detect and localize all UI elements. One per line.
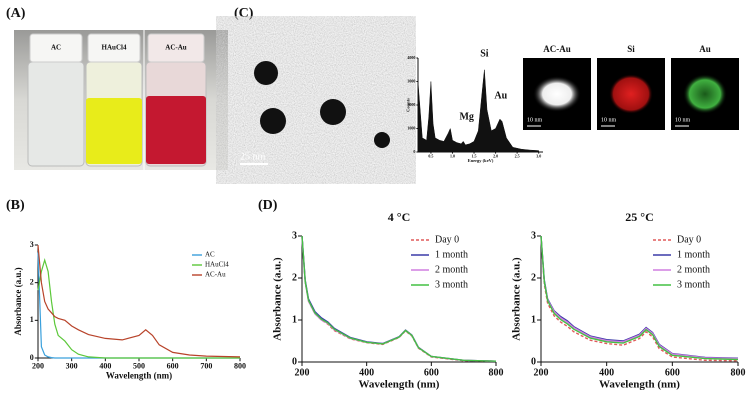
x-tick-label: 600 xyxy=(167,362,179,371)
y-tick-label: 3 xyxy=(531,230,536,241)
y-tick-label: 1 xyxy=(292,314,297,325)
panel-label: (C) xyxy=(234,6,254,21)
line-series xyxy=(37,244,241,358)
x-tick-label: 200 xyxy=(32,362,44,371)
scale-label: 10 nm xyxy=(601,117,617,123)
vial-photo xyxy=(14,30,228,170)
x-tick-label: 2.0 xyxy=(493,153,498,158)
x-axis-label: Wavelength (nm) xyxy=(599,379,680,391)
y-tick-label: 2000 xyxy=(407,102,415,107)
y-tick-label: 4000 xyxy=(407,55,415,60)
x-tick-label: 1.0 xyxy=(450,153,455,158)
spectrum xyxy=(417,69,539,153)
x-tick-label: 3.0 xyxy=(536,153,541,158)
legend-label: HAuCl4 xyxy=(205,261,229,269)
x-axis-label: Energy (keV) xyxy=(468,158,494,163)
peak-label: Si xyxy=(480,48,489,59)
y-tick-label: 0 xyxy=(292,356,297,367)
peak-label: Au xyxy=(494,91,507,102)
y-tick-label: 3000 xyxy=(407,78,415,83)
x-tick-label: 600 xyxy=(665,367,680,378)
map-label: AC-Au xyxy=(543,44,571,54)
vial-label: HAuCl4 xyxy=(102,44,127,52)
scale-label: 10 nm xyxy=(675,117,691,123)
x-tick-label: 600 xyxy=(424,367,439,378)
legend-label: Day 0 xyxy=(677,234,701,245)
legend-label: AC xyxy=(205,251,215,259)
x-tick-label: 800 xyxy=(489,367,504,378)
x-tick-label: 1.5 xyxy=(472,153,477,158)
line-series xyxy=(37,257,240,359)
x-tick-label: 500 xyxy=(133,362,145,371)
y-axis-label: Absorbance (a.u.) xyxy=(13,267,23,335)
chart-title: 25 °C xyxy=(625,210,653,224)
y-axis-label: Absorbance (a.u.) xyxy=(511,257,523,341)
x-tick-label: 700 xyxy=(200,362,212,371)
legend-label: 2 month xyxy=(677,264,710,275)
line-series xyxy=(540,235,739,361)
y-tick-label: 0 xyxy=(30,353,34,362)
y-tick-label: 3 xyxy=(292,230,297,241)
x-tick-label: 400 xyxy=(359,367,374,378)
legend-label: Day 0 xyxy=(435,234,459,245)
x-tick-label: 200 xyxy=(295,367,310,378)
x-axis-label: Wavelength (nm) xyxy=(359,379,440,391)
y-tick-label: 3 xyxy=(30,240,34,249)
scale-label: 10 nm xyxy=(527,117,543,123)
panel-label: (D) xyxy=(258,198,278,213)
x-axis-label: Wavelength (nm) xyxy=(106,370,172,380)
y-tick-label: 2 xyxy=(30,277,34,286)
panel-label: (A) xyxy=(6,6,26,21)
legend-label: AC-Au xyxy=(205,271,226,279)
line-series xyxy=(540,235,739,362)
vial-label: AC xyxy=(51,44,61,52)
line-series xyxy=(301,235,497,362)
x-tick-label: 300 xyxy=(66,362,78,371)
x-tick-label: 400 xyxy=(599,367,614,378)
mapping-images xyxy=(523,58,739,130)
legend-label: 1 month xyxy=(435,249,468,260)
peak-label: Mg xyxy=(459,112,473,123)
legend-label: 3 month xyxy=(435,279,468,290)
x-tick-label: 800 xyxy=(234,362,246,371)
y-tick-label: 1 xyxy=(531,314,536,325)
y-tick-label: 0 xyxy=(413,149,415,154)
map-label: Au xyxy=(699,44,711,54)
y-axis-label: Counts xyxy=(405,98,410,112)
legend-label: 1 month xyxy=(677,249,710,260)
map-label: Si xyxy=(627,44,635,54)
vial-label: AC-Au xyxy=(165,44,186,52)
legend-label: 3 month xyxy=(677,279,710,290)
y-tick-label: 0 xyxy=(531,356,536,367)
y-tick-label: 1 xyxy=(30,315,34,324)
y-tick-label: 2 xyxy=(292,272,297,283)
scale-label: 25 nm xyxy=(240,151,266,162)
x-tick-label: 2.5 xyxy=(515,153,520,158)
x-tick-label: 800 xyxy=(731,367,746,378)
panel-label: (B) xyxy=(6,198,25,213)
x-tick-label: 400 xyxy=(99,362,111,371)
x-tick-label: 200 xyxy=(534,367,549,378)
y-tick-label: 1000 xyxy=(407,125,415,130)
chart-title: 4 °C xyxy=(388,210,410,224)
legend-label: 2 month xyxy=(435,264,468,275)
x-tick-label: 0.5 xyxy=(428,153,433,158)
y-tick-label: 2 xyxy=(531,272,536,283)
y-axis-label: Absorbance (a.u.) xyxy=(272,257,284,341)
tem-image xyxy=(233,30,399,170)
